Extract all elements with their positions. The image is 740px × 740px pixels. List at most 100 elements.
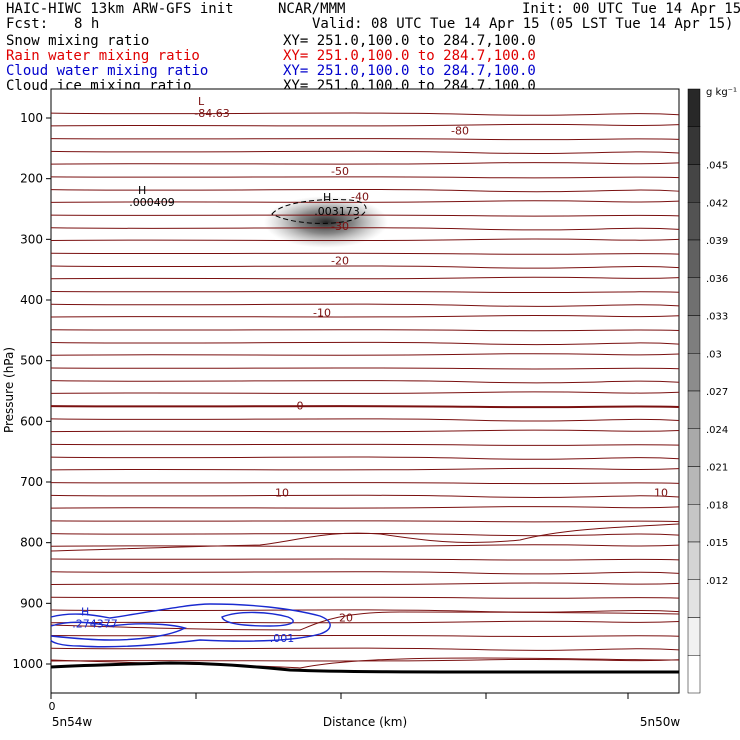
colorbar-tick-label: .036 <box>706 274 728 285</box>
x-left-location: 5n54w <box>52 715 93 729</box>
temperature-contour-line <box>50 405 680 409</box>
temperature-contour-label: 10 <box>275 486 289 499</box>
y-tick-label: 1000 <box>12 657 43 671</box>
temperature-contour-line <box>50 123 680 127</box>
temperature-contour-line <box>50 456 680 460</box>
temperature-contour-line <box>50 391 680 394</box>
temperature-contour-line <box>50 494 680 498</box>
field-label-rain: Rain water mixing ratio <box>6 48 200 64</box>
extremum-marker: H <box>323 191 331 204</box>
extremum-marker: H <box>81 606 89 619</box>
temperature-contour-label: -40 <box>351 190 369 203</box>
temperature-contour-line <box>50 227 680 231</box>
temperature-contour-line <box>50 523 680 552</box>
colorbar-swatch <box>687 353 701 392</box>
colorbar-swatch <box>687 428 701 467</box>
forecast-label: Fcst: <box>6 16 49 32</box>
model-title: HAIC-HIWC 13km ARW-GFS init <box>6 1 234 17</box>
colorbar-swatch <box>687 655 701 694</box>
temperature-contour-line <box>50 532 680 537</box>
temperature-contour-line <box>50 341 680 346</box>
colorbar-swatch <box>687 390 701 429</box>
temperature-contour-line <box>50 658 680 662</box>
colorbar-swatch <box>687 126 701 165</box>
colorbar-tick-label: .042 <box>706 198 728 209</box>
field-xy-cloudwater: XY= 251.0,100.0 to 284.7,100.0 <box>283 63 536 79</box>
ice-shading <box>264 196 388 248</box>
temperature-contour-line <box>50 571 680 575</box>
temperature-contour-line <box>50 200 680 203</box>
y-tick-label: 900 <box>20 596 43 610</box>
cloud-water-contour-line <box>221 611 294 627</box>
colorbar-swatch <box>687 239 701 278</box>
temperature-contour-line <box>50 647 680 651</box>
x-right-location: 5n50w <box>640 715 681 729</box>
colorbar-tick-label: .033 <box>706 312 728 323</box>
temperature-contour-label: 20 <box>339 611 353 624</box>
valid-time: Valid: 08 UTC Tue 14 Apr 15 (05 LST Tue … <box>312 16 734 32</box>
temperature-contour-line <box>50 303 680 307</box>
temperature-contour-line <box>50 150 680 154</box>
cloud-water-contour-line <box>50 603 331 648</box>
temperature-contour-label: 0 <box>297 400 304 413</box>
temperature-contour-line <box>50 558 680 561</box>
extremum-value: -84.63 <box>194 107 229 120</box>
colorbar-tick-label: .039 <box>706 236 728 247</box>
y-tick-label: 200 <box>20 172 43 186</box>
colorbar-swatch <box>687 466 701 505</box>
colorbar-swatch <box>687 88 701 127</box>
temperature-contour-line <box>50 162 680 165</box>
temperature-contour-line <box>50 290 680 294</box>
field-label-cloudwater: Cloud water mixing ratio <box>6 63 209 79</box>
temperature-contour-line <box>50 238 680 242</box>
colorbar-tick-label: .03 <box>706 349 722 360</box>
field-xy-snow: XY= 251.0,100.0 to 284.7,100.0 <box>283 33 536 49</box>
y-tick-label: 400 <box>20 293 43 307</box>
extremum-marker: H <box>138 184 146 197</box>
field-xy-rain: XY= 251.0,100.0 to 284.7,100.0 <box>283 48 536 64</box>
y-tick-label: 600 <box>20 414 43 428</box>
colorbar-swatch <box>687 541 701 580</box>
colorbar-tick-label: .015 <box>706 538 728 549</box>
temperature-contour-line <box>50 520 680 523</box>
temperature-contour-line <box>50 634 680 638</box>
org-label: NCAR/MMM <box>278 1 346 17</box>
temperature-contour-line <box>50 443 680 446</box>
terrain-line <box>50 661 679 674</box>
temperature-contour-line <box>50 429 680 433</box>
temperature-contour-line <box>50 620 680 624</box>
colorbar-tick-label: .027 <box>706 387 728 398</box>
colorbar-swatch <box>687 315 701 354</box>
field-label-snow: Snow mixing ratio <box>6 33 150 49</box>
colorbar-swatch <box>687 579 701 618</box>
temperature-contour-line <box>50 138 680 141</box>
colorbar-tick-label: .024 <box>706 425 728 436</box>
temperature-contour-line <box>50 582 680 586</box>
y-tick-label: 700 <box>20 475 43 489</box>
colorbar-swatch <box>687 164 701 203</box>
temperature-contour-line <box>50 505 680 509</box>
cloud-water-contour-label: .001 <box>270 632 295 645</box>
cloud-water-contour-line <box>50 621 187 641</box>
forecast-hour: 8 h <box>74 16 100 32</box>
colorbar-tick-label: .021 <box>706 463 728 474</box>
extremum-value: .003173 <box>314 205 360 218</box>
temperature-contour-line <box>50 252 680 255</box>
temperature-contour-line <box>50 467 680 471</box>
extremum-value: .000409 <box>129 196 175 209</box>
temperature-contour-line <box>50 314 680 318</box>
colorbar-tick-label: .018 <box>706 500 728 511</box>
x-tick-origin: 0 <box>49 700 56 713</box>
temperature-contour-line <box>50 214 680 217</box>
colorbar: .045 .042 .039 .036 .033 .03 .027 .024 .021 .018.… <box>687 88 728 694</box>
temperature-contour-line <box>50 329 680 332</box>
extremum-marker: L <box>198 95 205 108</box>
temperature-contour-label: -80 <box>451 125 469 138</box>
init-time: Init: 00 UTC Tue 14 Apr 15 <box>522 1 740 17</box>
colorbar-tick-label: .045 <box>706 161 728 172</box>
y-axis-title: Pressure (hPa) <box>2 347 16 433</box>
temperature-contour-line <box>50 611 680 631</box>
colorbar-swatch <box>687 202 701 241</box>
colorbar-unit: g kg⁻¹ <box>706 87 737 98</box>
colorbar-swatch <box>687 277 701 316</box>
